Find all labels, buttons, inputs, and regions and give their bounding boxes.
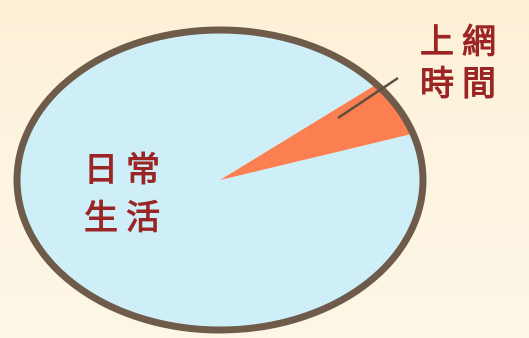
pie-outline xyxy=(13,26,427,334)
label-online-time-line-2: 時間 xyxy=(420,64,504,104)
pie-slices xyxy=(16,30,423,331)
label-online-time-line-1: 上網 xyxy=(420,22,504,62)
pie-slice-online-time xyxy=(220,84,414,180)
pie-outline-group xyxy=(13,26,427,334)
label-daily-life-line-2: 生活 xyxy=(84,198,168,238)
label-daily-life-line-1: 日常 xyxy=(84,150,168,190)
pie-slice-daily-life xyxy=(16,30,423,331)
leader-line xyxy=(337,76,399,120)
